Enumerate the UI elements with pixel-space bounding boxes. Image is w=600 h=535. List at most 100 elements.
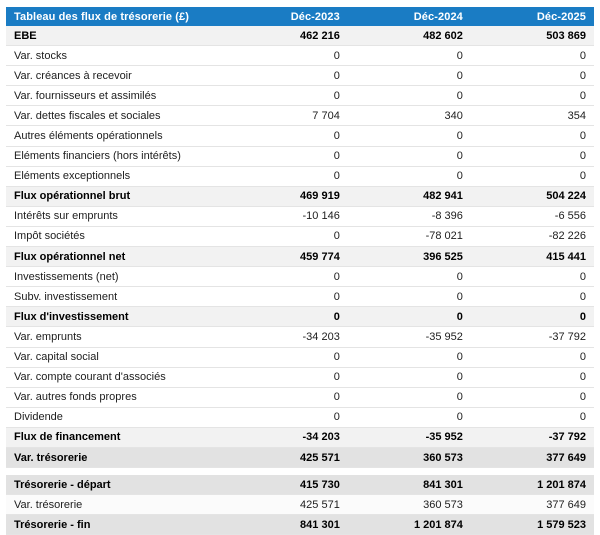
- row-value-0: 0: [224, 266, 348, 288]
- row-value-2: 0: [470, 367, 594, 388]
- table-row: EBE 462 216 482 602 503 869: [6, 26, 594, 47]
- row-label: Flux opérationnel brut: [6, 186, 225, 207]
- row-value-1: 0: [347, 286, 471, 308]
- row-value-0: 0: [224, 125, 348, 147]
- row-value-2: 0: [470, 407, 594, 428]
- row-label: Autres éléments opérationnels: [6, 125, 225, 147]
- table-body: EBE 462 216 482 602 503 869 Var. stocks 0 0 0 Va…: [6, 26, 594, 535]
- row-value-2: [470, 467, 594, 476]
- row-value-0: 0: [224, 286, 348, 308]
- row-value-0: 0: [224, 85, 348, 107]
- row-value-2: 504 224: [470, 186, 594, 207]
- row-value-2: 0: [470, 146, 594, 167]
- row-value-0: 0: [224, 65, 348, 87]
- row-value-1: 0: [347, 407, 471, 428]
- row-value-1: 0: [347, 166, 471, 187]
- table-row: Dividende 0 0 0: [6, 407, 594, 428]
- row-value-2: -82 226: [470, 226, 594, 248]
- row-value-2: -6 556: [470, 206, 594, 227]
- table-row: Intérêts sur emprunts -10 146 -8 396 -6 556: [6, 206, 594, 227]
- row-value-2: 415 441: [470, 246, 594, 268]
- row-value-2: 0: [470, 125, 594, 147]
- row-value-1: 0: [347, 266, 471, 288]
- row-value-1: 0: [347, 85, 471, 107]
- row-label: Var. stocks: [6, 45, 225, 67]
- row-value-1: -35 952: [347, 427, 471, 448]
- table-row: Var. créances à recevoir 0 0 0: [6, 65, 594, 87]
- row-value-1: 0: [347, 367, 471, 388]
- row-value-2: 1 201 874: [470, 475, 594, 496]
- row-value-1: -8 396: [347, 206, 471, 227]
- table-row: Var. compte courant d'associés 0 0 0: [6, 367, 594, 388]
- table-row: Var. autres fonds propres 0 0 0: [6, 387, 594, 408]
- row-value-0: 7 704: [224, 105, 348, 127]
- row-label: Subv. investissement: [6, 286, 225, 308]
- row-value-1: -35 952: [347, 326, 471, 348]
- row-value-2: 1 579 523: [470, 514, 594, 535]
- row-label: Var. trésorerie: [6, 494, 225, 516]
- table-row: Var. trésorerie 425 571 360 573 377 649: [6, 494, 594, 516]
- row-label: Eléments exceptionnels: [6, 166, 225, 187]
- row-value-2: 377 649: [470, 447, 594, 469]
- row-value-2: -37 792: [470, 326, 594, 348]
- row-value-0: -10 146: [224, 206, 348, 227]
- row-value-1: 0: [347, 306, 471, 328]
- row-value-1: 0: [347, 387, 471, 408]
- row-value-1: 0: [347, 146, 471, 167]
- column-header-1: Déc-2024: [347, 7, 471, 26]
- row-label: Intérêts sur emprunts: [6, 206, 225, 227]
- table-row: Var. dettes fiscales et sociales 7 704 340…: [6, 105, 594, 127]
- row-value-1: 360 573: [347, 447, 471, 469]
- row-value-2: 0: [470, 45, 594, 67]
- column-header-2: Déc-2025: [470, 7, 594, 26]
- cashflow-sheet: Tableau des flux de trésorerie (£) Déc-2…: [6, 7, 594, 535]
- row-value-1: 482 602: [347, 26, 471, 47]
- row-value-0: -34 203: [224, 427, 348, 448]
- row-value-1: -78 021: [347, 226, 471, 248]
- row-label: Investissements (net): [6, 266, 225, 288]
- row-value-0: 462 216: [224, 26, 348, 47]
- row-value-1: 1 201 874: [347, 514, 471, 535]
- row-value-0: 415 730: [224, 475, 348, 496]
- table-row: Flux de financement -34 203 -35 952 -37 792: [6, 427, 594, 448]
- row-label: Eléments financiers (hors intérêts): [6, 146, 225, 167]
- table-row: Var. fournisseurs et assimilés 0 0 0: [6, 85, 594, 107]
- row-label: Var. dettes fiscales et sociales: [6, 105, 225, 127]
- row-label: Trésorerie - départ: [6, 475, 225, 496]
- row-label: Var. fournisseurs et assimilés: [6, 85, 225, 107]
- row-value-2: 0: [470, 166, 594, 187]
- row-value-0: 0: [224, 146, 348, 167]
- table-header: Tableau des flux de trésorerie (£) Déc-2…: [6, 7, 594, 26]
- row-label: Impôt sociétés: [6, 226, 225, 248]
- table-spacer-row: [6, 467, 594, 476]
- row-value-0: 0: [224, 166, 348, 187]
- table-row: Eléments exceptionnels 0 0 0: [6, 166, 594, 187]
- row-value-2: 0: [470, 306, 594, 328]
- row-label: [6, 467, 225, 476]
- row-label: EBE: [6, 26, 225, 47]
- row-value-0: 841 301: [224, 514, 348, 535]
- row-value-0: 0: [224, 45, 348, 67]
- column-header-0: Déc-2023: [224, 7, 348, 26]
- table-row: Flux d'investissement 0 0 0: [6, 306, 594, 328]
- row-value-0: 0: [224, 226, 348, 248]
- row-value-0: 0: [224, 306, 348, 328]
- table-row: Impôt sociétés 0 -78 021 -82 226: [6, 226, 594, 248]
- row-value-2: 0: [470, 266, 594, 288]
- row-value-2: -37 792: [470, 427, 594, 448]
- row-label: Var. emprunts: [6, 326, 225, 348]
- table-row: Trésorerie - fin 841 301 1 201 874 1 579 52…: [6, 514, 594, 535]
- row-value-0: 425 571: [224, 447, 348, 469]
- row-label: Var. créances à recevoir: [6, 65, 225, 87]
- row-value-1: 0: [347, 347, 471, 368]
- row-value-1: 396 525: [347, 246, 471, 268]
- row-value-1: 841 301: [347, 475, 471, 496]
- row-value-1: 360 573: [347, 494, 471, 516]
- row-value-0: 425 571: [224, 494, 348, 516]
- row-label: Var. autres fonds propres: [6, 387, 225, 408]
- row-value-2: 0: [470, 85, 594, 107]
- table-row: Eléments financiers (hors intérêts) 0 0 0: [6, 146, 594, 167]
- row-value-2: 0: [470, 387, 594, 408]
- table-row: Subv. investissement 0 0 0: [6, 286, 594, 308]
- table-row: Flux opérationnel brut 469 919 482 941 504 …: [6, 186, 594, 207]
